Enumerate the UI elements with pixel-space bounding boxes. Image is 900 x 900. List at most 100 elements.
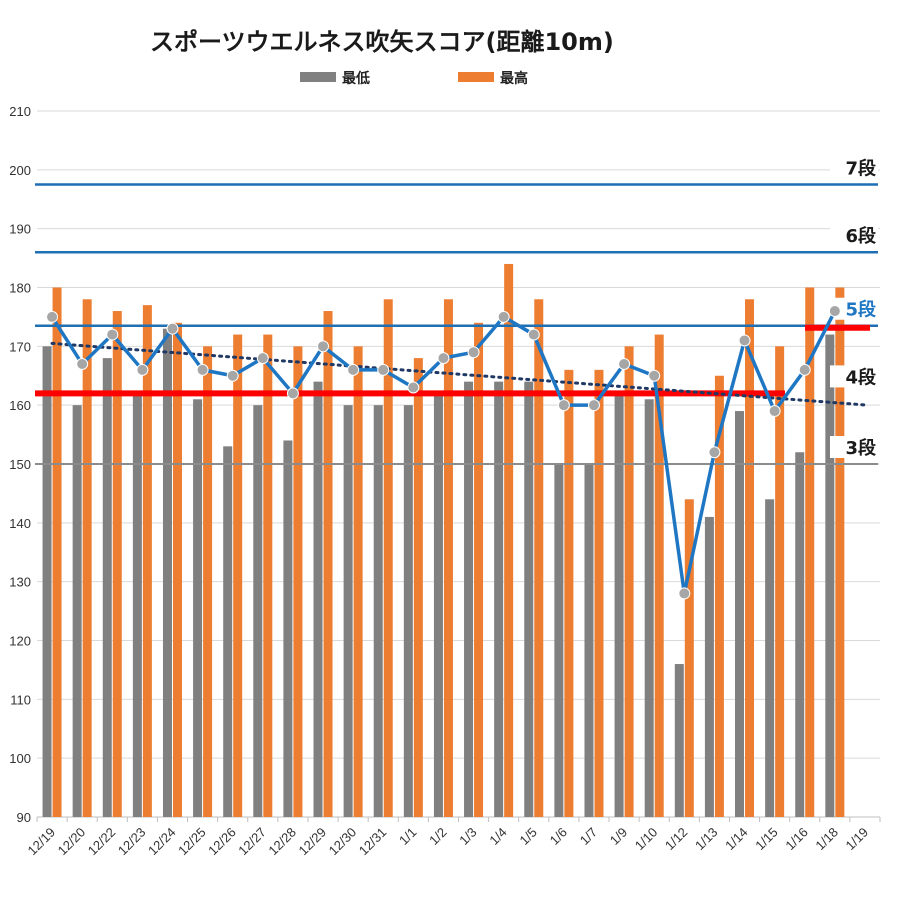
bar-max-6 <box>233 334 243 817</box>
y-tick-label: 180 <box>9 281 31 296</box>
rank-label-bg-2 <box>830 297 878 320</box>
x-tick-label: 1/10 <box>632 825 661 854</box>
y-tick-label: 120 <box>9 634 31 649</box>
legend-label-0: 最低 <box>342 70 370 87</box>
score-point-22 <box>708 446 721 459</box>
y-tick-label: 150 <box>9 457 31 472</box>
bar-min-21 <box>674 664 684 817</box>
bar-min-5 <box>193 399 203 817</box>
bar-max-15 <box>504 263 514 817</box>
bar-min-13 <box>433 393 443 817</box>
legend-swatch-1 <box>458 72 494 82</box>
score-point-17 <box>557 399 570 412</box>
rank-label-0: 7段 <box>845 158 877 180</box>
score-point-13 <box>437 352 450 365</box>
bar-max-21 <box>684 499 694 817</box>
chart-title: スポーツウエルネス吹矢スコア(距離10m) <box>150 28 614 56</box>
x-tick-label: 12/26 <box>205 825 239 859</box>
x-tick-label: 1/4 <box>486 825 509 848</box>
y-tick-label: 170 <box>9 339 31 354</box>
bar-min-3 <box>132 393 142 817</box>
bar-min-14 <box>464 381 474 817</box>
score-point-16 <box>527 328 540 341</box>
bar-min-22 <box>704 516 714 817</box>
bar-min-17 <box>554 464 564 817</box>
y-tick-label: 190 <box>9 222 31 237</box>
score-point-10 <box>347 363 360 376</box>
bars <box>42 263 845 817</box>
x-tick-label: 1/14 <box>722 825 751 854</box>
x-axis: 12/1912/2012/2212/2312/2412/2512/2612/27… <box>25 825 872 859</box>
bar-min-0 <box>42 346 52 817</box>
bar-min-25 <box>795 452 805 817</box>
score-point-3 <box>136 363 149 376</box>
x-tick-label: 1/13 <box>692 825 721 854</box>
bar-max-14 <box>474 322 484 817</box>
y-tick-label: 100 <box>9 751 31 766</box>
score-point-12 <box>407 381 420 394</box>
y-tick-label: 200 <box>9 163 31 178</box>
bar-max-22 <box>714 375 724 817</box>
bar-min-26 <box>825 334 835 817</box>
bar-max-3 <box>142 305 152 817</box>
x-tick-label: 12/27 <box>235 825 269 859</box>
bar-min-4 <box>162 328 172 817</box>
bar-max-17 <box>564 369 574 817</box>
bar-max-0 <box>52 287 62 817</box>
score-point-6 <box>226 369 239 382</box>
rank-label-1: 6段 <box>845 225 877 247</box>
trendline-path <box>50 341 870 407</box>
bar-max-13 <box>443 299 453 817</box>
y-axis: 90 100 110 120 130 140 150 160 170 180 190 200 210 <box>9 104 31 825</box>
score-point-21 <box>678 587 691 600</box>
score-line <box>46 305 841 600</box>
bar-min-10 <box>343 405 353 817</box>
legend-swatch-0 <box>300 72 336 82</box>
rank-label-bg-4 <box>830 436 878 458</box>
x-tick-label: 1/6 <box>547 825 570 848</box>
bar-min-23 <box>735 411 745 817</box>
bar-max-5 <box>203 346 213 817</box>
bar-min-7 <box>253 405 263 817</box>
bar-max-1 <box>82 299 92 817</box>
score-point-26 <box>828 305 841 318</box>
bar-max-11 <box>383 299 393 817</box>
bar-max-10 <box>353 346 363 817</box>
score-point-24 <box>768 405 781 418</box>
y-tick-label: 110 <box>10 692 31 707</box>
rank-label-3: 4段 <box>845 366 877 388</box>
bar-min-12 <box>403 405 413 817</box>
bar-min-15 <box>494 381 504 817</box>
bar-max-4 <box>172 322 182 817</box>
x-tick-label: 1/12 <box>662 825 691 854</box>
rank-label-bg-1 <box>830 224 878 247</box>
bar-max-19 <box>624 346 634 817</box>
bar-max-18 <box>594 369 604 817</box>
x-tick-label: 1/18 <box>812 825 841 854</box>
x-tick-label: 1/19 <box>843 825 872 854</box>
bar-min-9 <box>313 381 323 817</box>
bar-min-24 <box>765 499 775 817</box>
x-tick-label: 1/1 <box>396 825 419 848</box>
bar-min-8 <box>283 440 293 817</box>
bar-min-20 <box>644 399 654 817</box>
bar-max-25 <box>805 287 815 817</box>
score-point-5 <box>196 363 209 376</box>
x-tick-label: 1/2 <box>426 825 449 848</box>
legend-label-1: 最高 <box>500 70 528 87</box>
x-tick-label: 12/19 <box>25 825 59 859</box>
score-point-23 <box>738 334 751 347</box>
bar-max-24 <box>775 346 785 817</box>
bar-max-9 <box>323 311 333 817</box>
score-point-9 <box>317 340 330 353</box>
bar-max-2 <box>112 311 122 817</box>
x-tick-label: 1/5 <box>516 825 539 848</box>
x-tick-label: 12/25 <box>175 825 209 859</box>
bar-min-16 <box>524 381 534 817</box>
x-tick-label: 1/7 <box>577 825 600 848</box>
score-point-25 <box>798 363 811 376</box>
rank-label-bg-3 <box>830 365 878 388</box>
x-tick-label: 1/15 <box>752 825 781 854</box>
